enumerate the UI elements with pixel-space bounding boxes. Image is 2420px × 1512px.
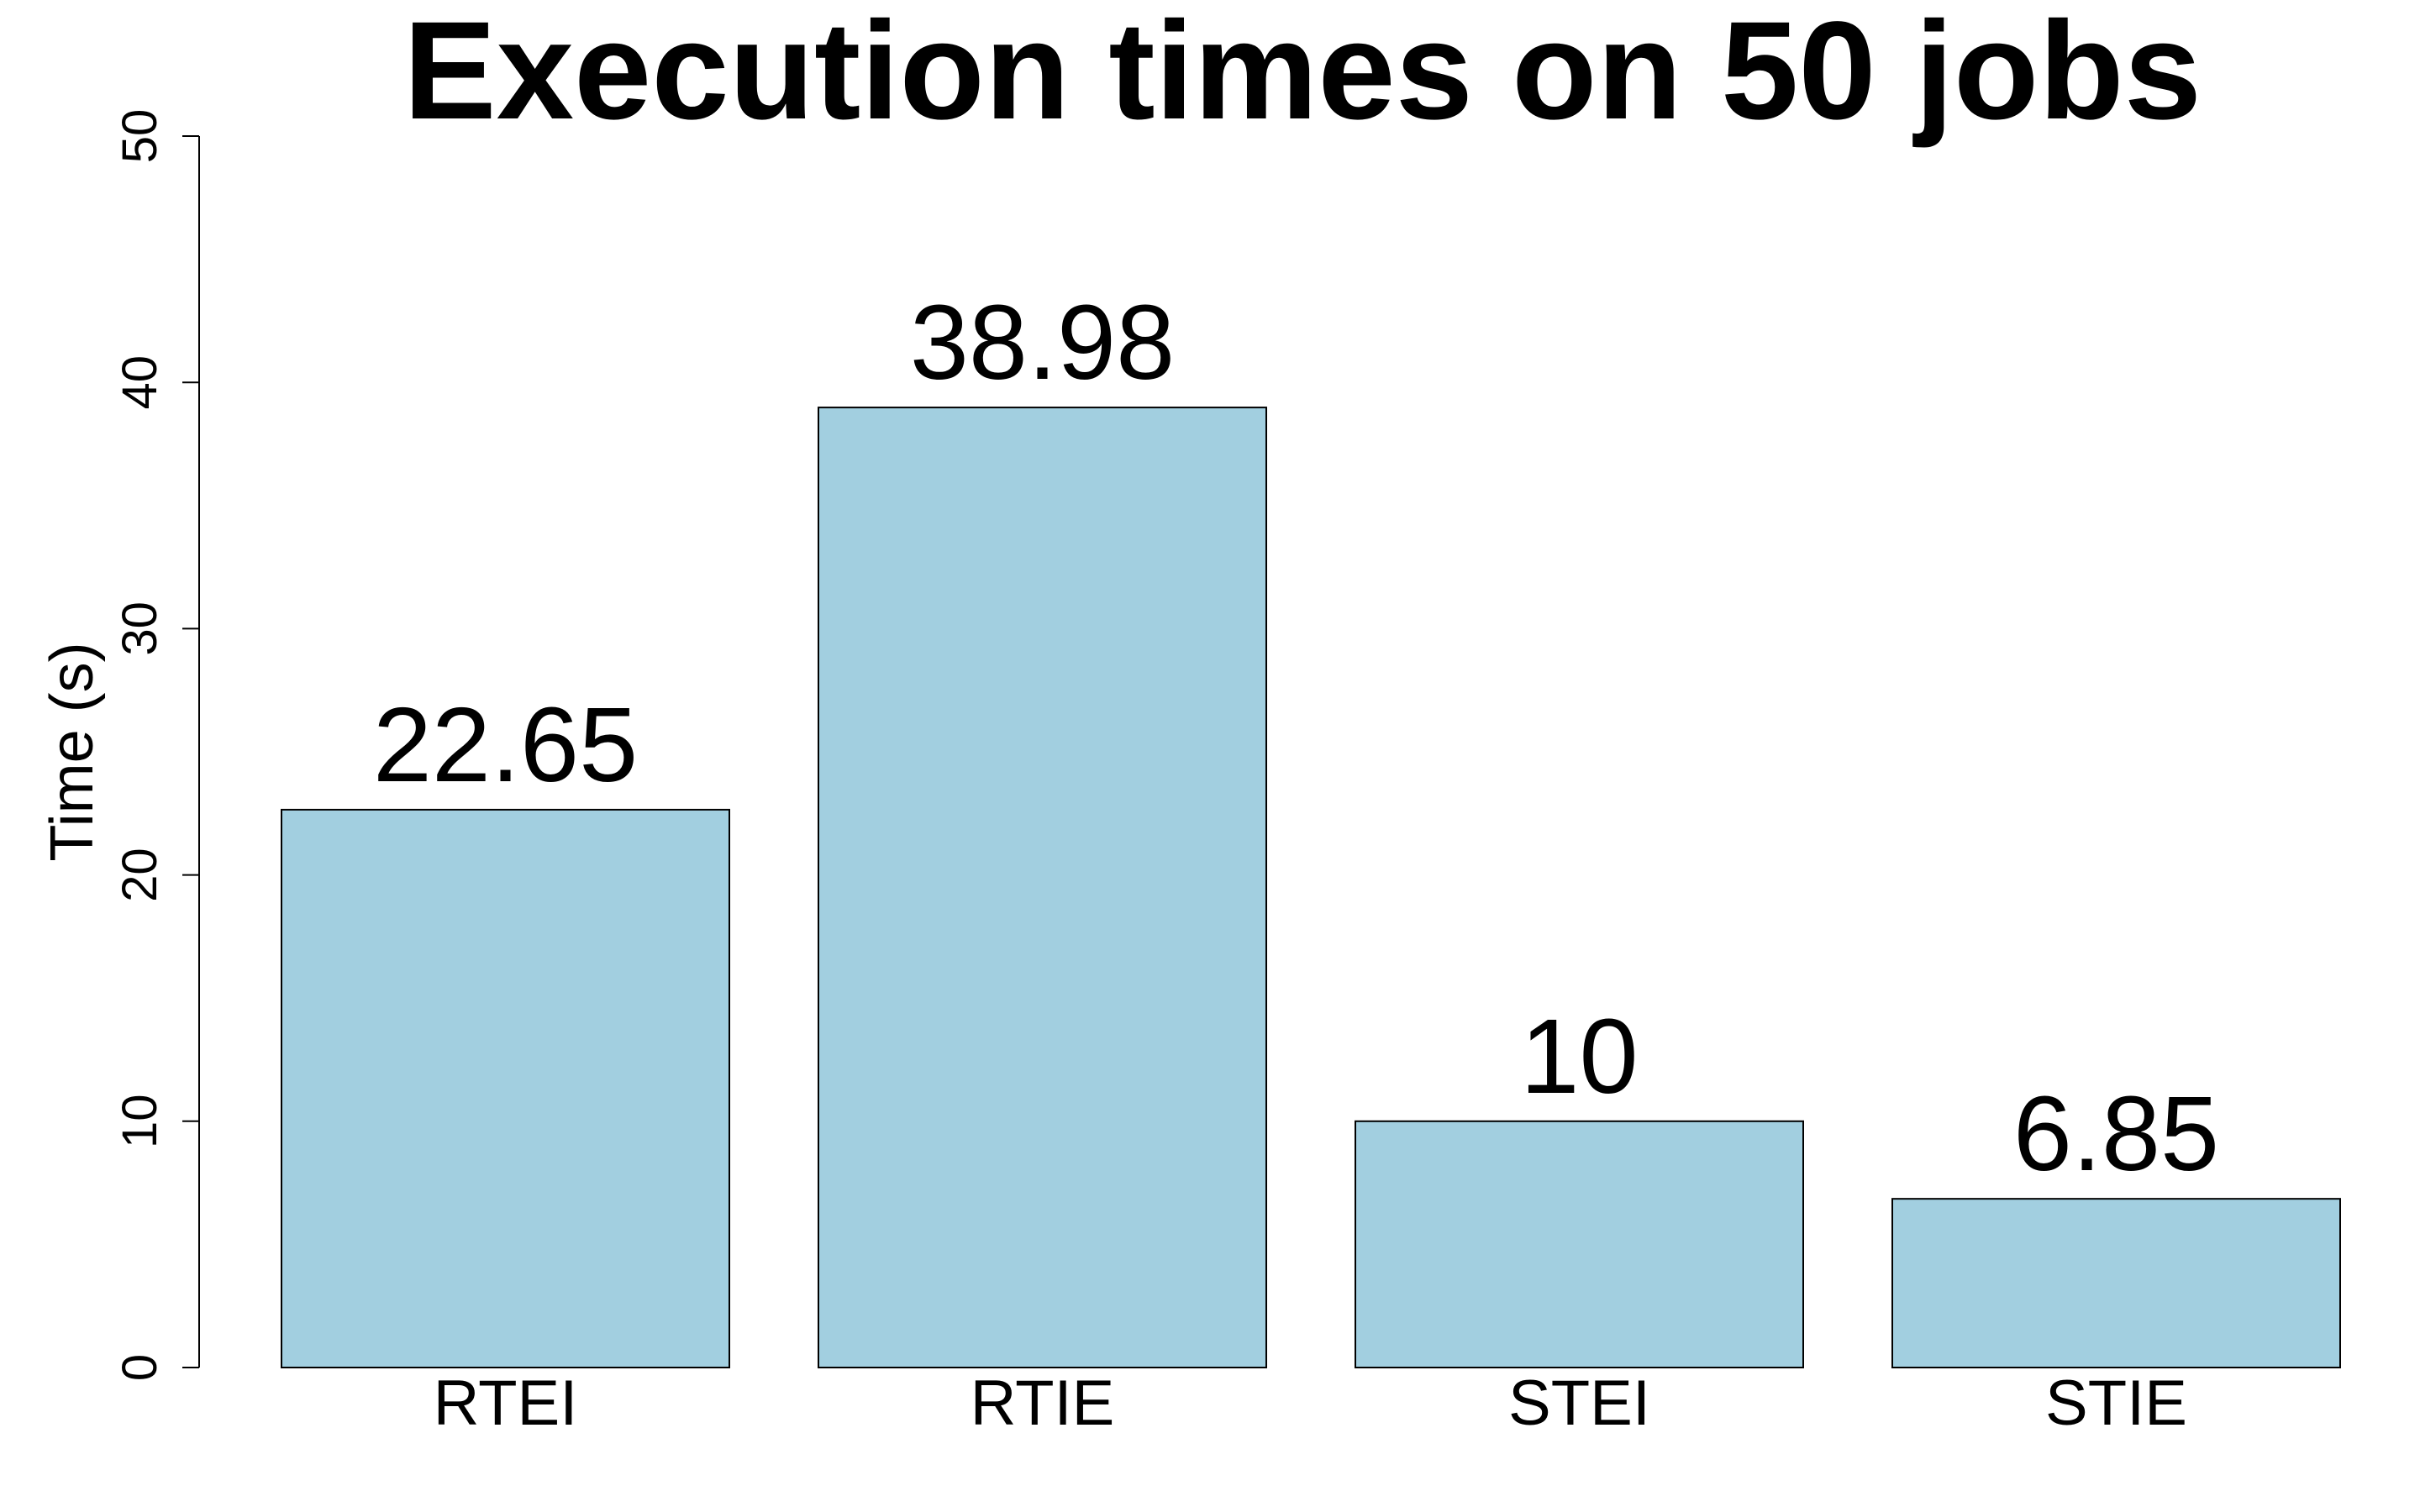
value-label-stei: 10 — [1520, 997, 1638, 1116]
category-label-rtie: RTIE — [971, 1368, 1115, 1439]
value-label-rtie: 38.98 — [910, 283, 1175, 402]
category-label-stie: STIE — [2045, 1368, 2187, 1439]
labels-group: 22.65 RTEI 38.98 RTIE 10 STEI 6.85 STIE — [373, 283, 2219, 1439]
y-axis-title: Time (s) — [39, 642, 106, 861]
bar-rtei — [281, 808, 730, 1368]
category-label-stei: STEI — [1508, 1368, 1650, 1439]
y-tick-label: 30 — [113, 601, 167, 656]
y-axis: 0 10 20 30 40 50 Time (s) — [39, 109, 200, 1381]
y-tick-label: 50 — [113, 109, 167, 164]
chart-title: Execution times on 50 jobs — [402, 0, 2202, 149]
bar-stei — [1355, 1120, 1804, 1369]
y-tick-label: 0 — [113, 1354, 167, 1381]
y-tick-label: 10 — [113, 1095, 167, 1149]
bar-rtie — [818, 407, 1267, 1368]
value-label-stie: 6.85 — [2013, 1074, 2219, 1193]
category-label-rtei: RTEI — [434, 1368, 578, 1439]
bars-group — [281, 407, 2341, 1369]
y-tick-label: 20 — [113, 848, 167, 902]
y-tick-label: 40 — [113, 355, 167, 410]
value-label-rtei: 22.65 — [373, 685, 638, 804]
bar-stie — [1891, 1198, 2341, 1368]
